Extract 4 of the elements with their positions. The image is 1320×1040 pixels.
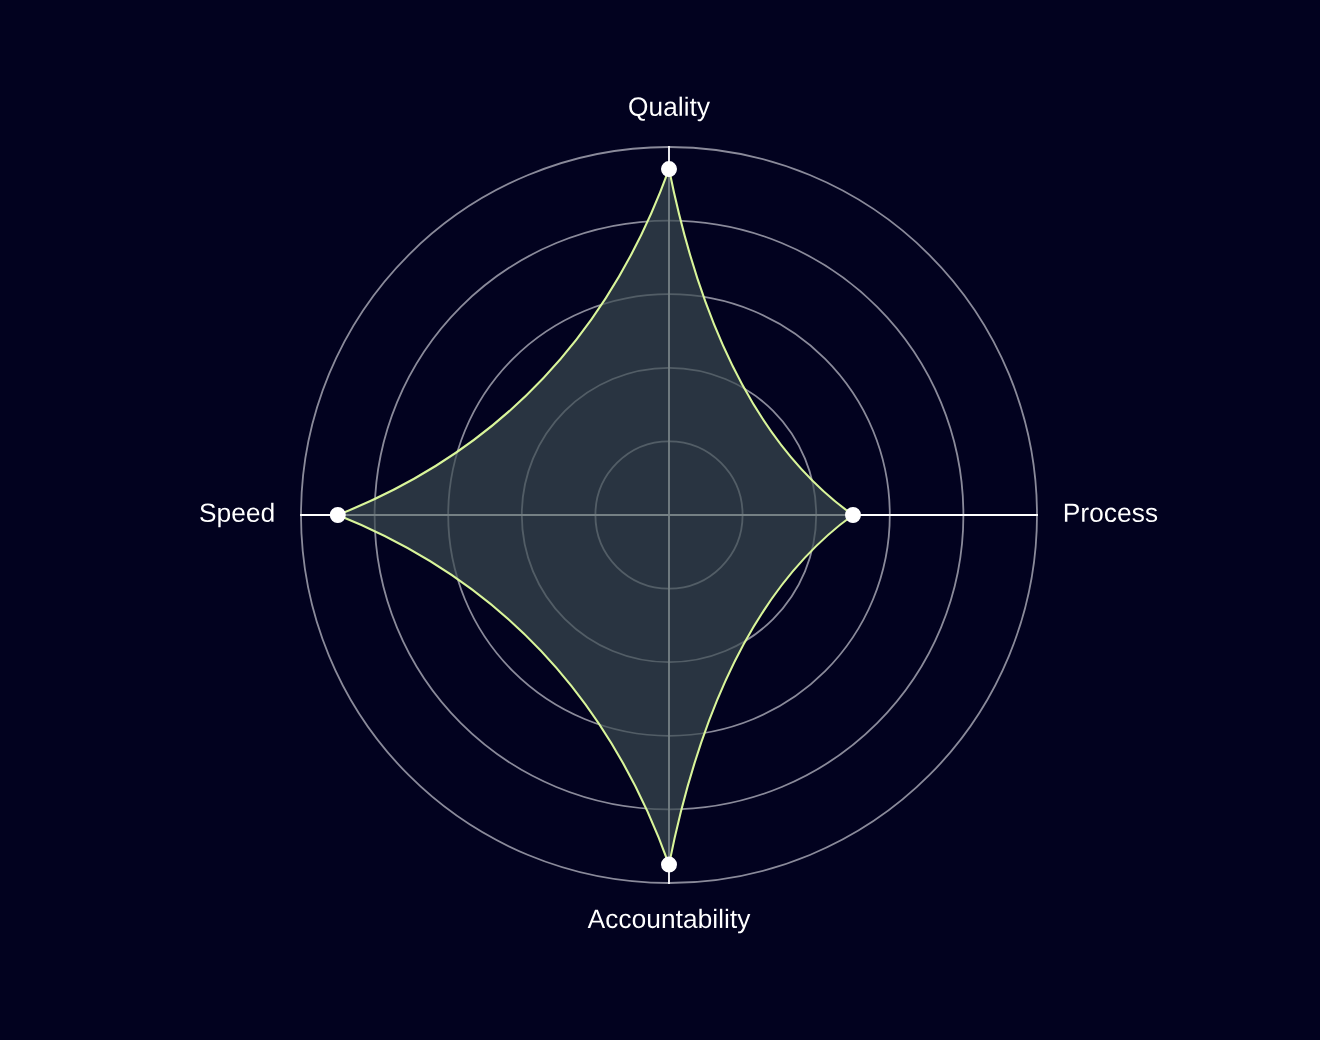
spoke-label: Accountability bbox=[587, 908, 751, 934]
spoke-label: Speed bbox=[200, 502, 274, 528]
spoke-label: Quality bbox=[629, 96, 711, 122]
spoke-label: Process bbox=[1064, 503, 1158, 523]
